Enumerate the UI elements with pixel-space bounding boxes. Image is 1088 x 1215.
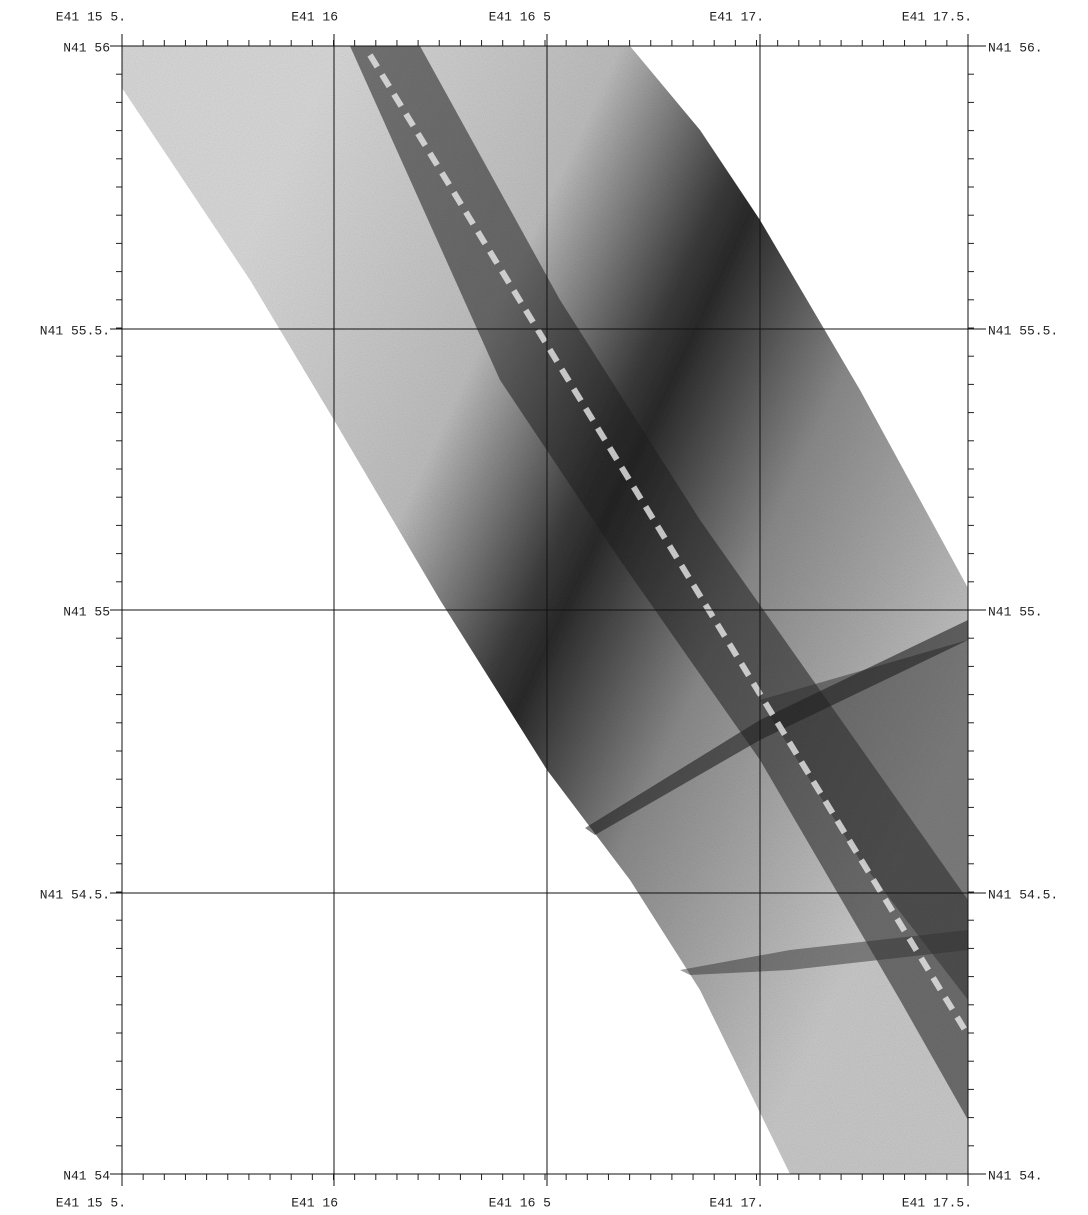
bottom-label: E41 15 5.: [56, 1195, 126, 1210]
left-label: N41 55: [63, 604, 110, 619]
right-label: N41 54.5.: [988, 887, 1058, 902]
left-label: N41 54.5.: [40, 887, 110, 902]
right-label: N41 56.: [988, 40, 1043, 55]
top-label: E41 16 5: [489, 9, 551, 24]
bottom-label: E41 17.: [709, 1195, 764, 1210]
bottom-label: E41 17.5.: [902, 1195, 972, 1210]
right-label: N41 55.5.: [988, 323, 1058, 338]
bottom-label: E41 16 5: [489, 1195, 551, 1210]
bottom-label: E41 16: [291, 1195, 338, 1210]
sonar-map: E41 15 5. E41 16 E41 16 5 E41 17. E41 17.5. E…: [0, 0, 1088, 1215]
left-label: N41 55.5.: [40, 323, 110, 338]
right-label: N41 55.: [988, 604, 1043, 619]
top-label: E41 15 5.: [56, 9, 126, 24]
right-label: N41 54.: [988, 1168, 1043, 1183]
top-label: E41 17.5.: [902, 9, 972, 24]
left-label: N41 54: [63, 1168, 110, 1183]
top-label: E41 16: [291, 9, 338, 24]
left-label: N41 56: [63, 40, 110, 55]
top-label: E41 17.: [709, 9, 764, 24]
